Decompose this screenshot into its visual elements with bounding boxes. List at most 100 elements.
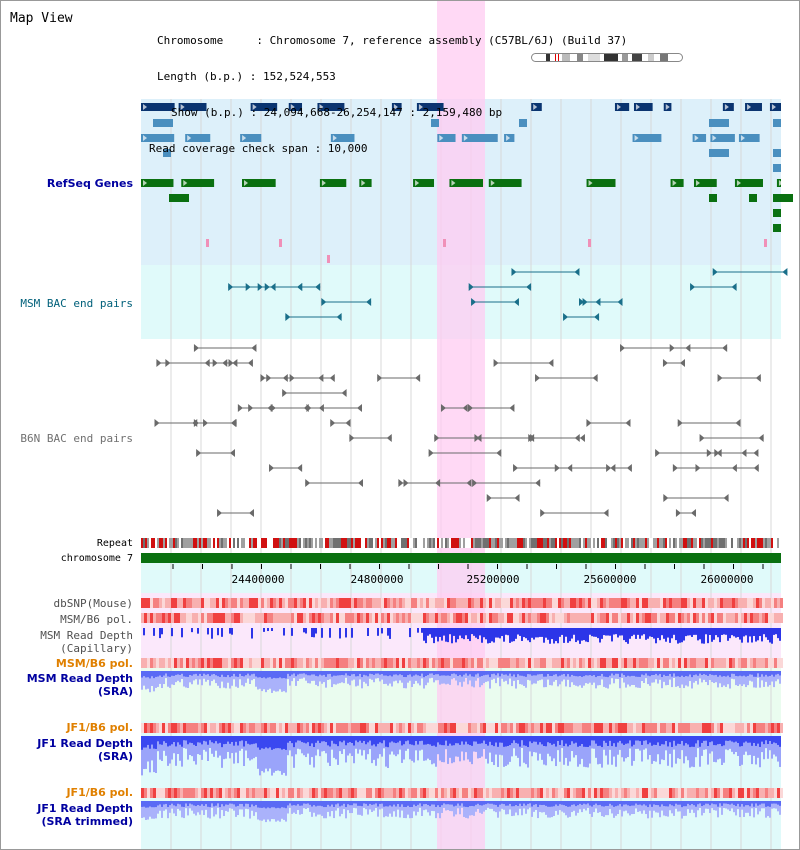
read-depth-bar-core [505,801,507,806]
polymorphism-bin [669,723,672,733]
read-depth-bar [305,801,307,809]
track-label-jf1-pol-trimmed[interactable]: JF1/B6 pol. [66,786,133,799]
read-depth-bar-core [351,736,353,743]
read-depth-bar-core [263,736,265,749]
read-depth-bar-core [173,736,175,743]
track-label-msm-depth-sra[interactable]: MSM Read Depth [26,672,133,685]
polymorphism-bin [678,658,681,668]
read-depth-bar-core [517,801,519,806]
read-depth-bar [361,801,363,816]
read-depth-bar-core [747,736,749,743]
read-depth-bar-core [601,801,603,807]
read-depth-bar-core [213,801,215,807]
read-depth-bar-core [297,801,299,805]
read-depth-bar-core [337,736,339,747]
polymorphism-bin [462,658,465,668]
track-label-msm-depth-capillary[interactable]: MSM Read Depth [40,629,133,642]
track-label-jf1-depth-sra[interactable]: JF1 Read Depth [37,737,133,750]
read-depth-bar [379,801,381,810]
track-label-msm-pol-sra[interactable]: MSM/B6 pol. [55,657,133,670]
polymorphism-bin [267,658,270,668]
read-depth-bar [537,736,539,761]
track-label-repeat[interactable]: Repeat [96,538,133,549]
track-label-b6n-bac[interactable]: B6N BAC end pairs [20,432,133,445]
ideogram-position-marker[interactable] [555,54,559,61]
polymorphism-bin [750,598,753,608]
polymorphism-bin [315,613,318,623]
polymorphism-bin [282,723,285,733]
polymorphism-bin [153,613,156,623]
track-label-jf1-pol-sra[interactable]: JF1/B6 pol. [66,721,133,734]
repeat-segment [181,538,183,548]
read-depth-bar [203,736,205,750]
read-depth-bar [247,671,249,679]
read-depth-bar [463,736,465,761]
read-depth-bar-core [731,671,733,674]
read-depth-bar-core [443,736,445,746]
polymorphism-bin [453,598,456,608]
track-label-msm-bac[interactable]: MSM BAC end pairs [20,297,133,310]
polymorphism-bin [603,788,606,798]
read-depth-bar-core [353,671,355,675]
read-depth-bar [737,736,739,756]
read-depth-bar-core [163,801,165,805]
read-depth-bar-core [377,736,379,744]
read-depth-bar [341,671,343,683]
read-depth-bar [247,736,249,759]
read-depth-bar [489,628,491,643]
track-label-dbsnp[interactable]: dbSNP(Mouse) [53,597,133,610]
read-depth-bar [457,628,459,640]
read-depth-bar-core [673,736,675,741]
polymorphism-bin [339,598,342,608]
read-depth-bar [711,628,713,642]
repeat-segment [251,538,253,548]
chromosome-ideogram[interactable] [531,53,683,62]
read-depth-bar [513,671,515,681]
read-depth-bar [471,801,473,816]
polymorphism-bin [591,613,594,623]
read-depth-bar [717,736,719,760]
read-depth-bar-core [655,736,657,745]
polymorphism-bin [531,788,534,798]
polymorphism-bin [774,788,777,798]
read-depth-bar-core [265,736,267,748]
read-depth-bar-core [609,801,611,804]
track-label-chromosome[interactable]: chromosome 7 [60,553,133,564]
read-depth-bar [195,801,197,816]
read-depth-bar-core [533,671,535,676]
read-depth-bar-core [171,671,173,676]
polymorphism-bin [150,658,153,668]
repeat-segment [733,538,735,548]
polymorphism-bin [762,598,765,608]
track-label-jf1-depth-trimmed[interactable]: JF1 Read Depth [37,802,133,815]
read-depth-bar [311,736,313,758]
track-label-refseq[interactable]: RefSeq Genes [46,177,133,190]
polymorphism-bin [153,788,156,798]
read-depth-bar [735,801,737,816]
polymorphism-bin [504,613,507,623]
read-depth-bar [259,671,261,689]
ideogram-band [588,54,600,61]
read-depth-bar [351,671,353,681]
read-depth-bar-core [273,801,275,808]
read-depth-bar-core [759,671,761,677]
read-depth-bar [549,671,551,686]
polymorphism-bin [165,788,168,798]
read-depth-bar [403,671,405,689]
read-depth-bar-core [667,801,669,807]
gene-feature-small [206,239,209,247]
repeat-segment [683,538,685,548]
polymorphism-bin [609,658,612,668]
read-depth-bar [431,736,433,765]
read-depth-bar [509,628,511,643]
read-depth-bar [695,801,697,818]
read-depth-bar-core [481,671,483,676]
track-label-msm-pol-capillary[interactable]: MSM/B6 pol. [60,613,133,626]
gene-feature [773,119,781,127]
read-depth-bar-core [479,736,481,744]
read-depth-bar [375,671,377,679]
repeat-segment [275,538,277,548]
read-depth-bar-core [257,671,259,678]
read-depth-bar-core [635,801,637,804]
